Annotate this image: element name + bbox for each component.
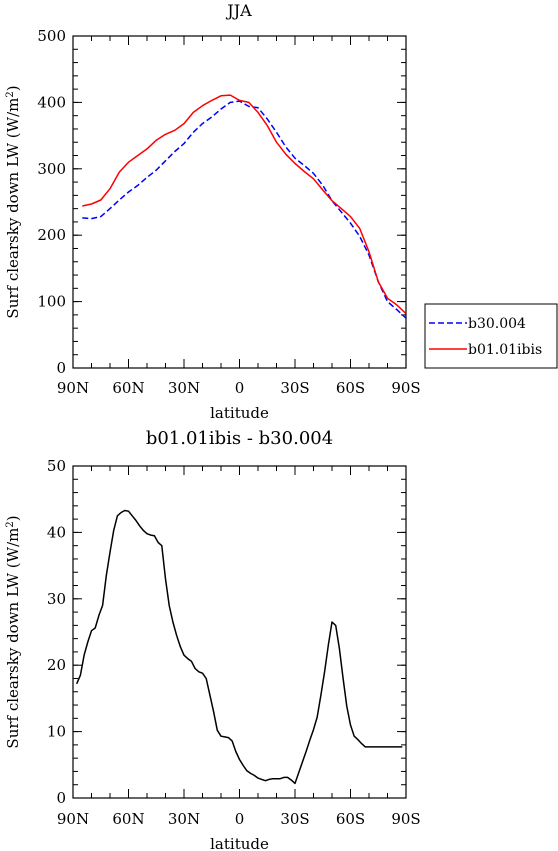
bottom-chart-title: b01.01ibis - b30.004 xyxy=(146,428,333,449)
top-chart-title: JJA xyxy=(225,1,252,20)
bottom-plot-frame xyxy=(72,465,407,799)
bottom-x-tick-label: 90N xyxy=(57,810,89,828)
bottom-x-tick-label: 0 xyxy=(235,810,245,828)
bottom-x-tick-label: 60N xyxy=(112,810,144,828)
bottom-y-tick-label: 50 xyxy=(47,457,66,475)
bottom-y-tick-label: 40 xyxy=(47,523,66,541)
bottom-y-tick-label: 10 xyxy=(47,723,66,741)
legend-box xyxy=(424,303,558,369)
top-x-axis-label: latitude xyxy=(210,404,269,422)
top-x-tick-label: 0 xyxy=(235,379,245,397)
legend-label-1: b01.01ibis xyxy=(468,342,542,358)
bottom-y-tick-label: 30 xyxy=(47,590,66,608)
top-y-tick-label: 500 xyxy=(37,27,66,45)
legend-label-0: b30.004 xyxy=(468,316,526,332)
bottom-x-tick-label: 30N xyxy=(168,810,200,828)
top-x-tick-label: 30N xyxy=(168,379,200,397)
top-x-tick-label: 90N xyxy=(57,379,89,397)
top-x-tick-label: 30S xyxy=(280,379,309,397)
series-b30-004-line xyxy=(82,100,406,319)
bottom-y-tick-label: 0 xyxy=(56,789,66,807)
bottom-difference-line xyxy=(76,509,403,785)
top-y-tick-label: 100 xyxy=(37,293,66,311)
top-plot-frame xyxy=(72,35,407,369)
series-b01-01ibis-line xyxy=(82,94,406,315)
bottom-x-axis-label: latitude xyxy=(210,835,269,851)
top-x-tick-label: 60N xyxy=(112,379,144,397)
bottom-x-tick-label: 60S xyxy=(336,810,365,828)
top-x-tick-label: 60S xyxy=(336,379,365,397)
bottom-y-tick-label: 20 xyxy=(47,656,66,674)
top-x-tick-label: 90S xyxy=(391,379,420,397)
top-y-tick-label: 300 xyxy=(37,160,66,178)
bottom-x-tick-label: 30S xyxy=(280,810,309,828)
top-y-tick-label: 400 xyxy=(37,93,66,111)
top-y-axis-label: Surf clearsky down LW (W/m2) xyxy=(4,85,22,318)
bottom-y-axis-label: Surf clearsky down LW (W/m2) xyxy=(4,515,22,748)
top-y-tick-label: 0 xyxy=(56,359,66,377)
bottom-x-tick-label: 90S xyxy=(391,810,420,828)
top-y-tick-label: 200 xyxy=(37,226,66,244)
